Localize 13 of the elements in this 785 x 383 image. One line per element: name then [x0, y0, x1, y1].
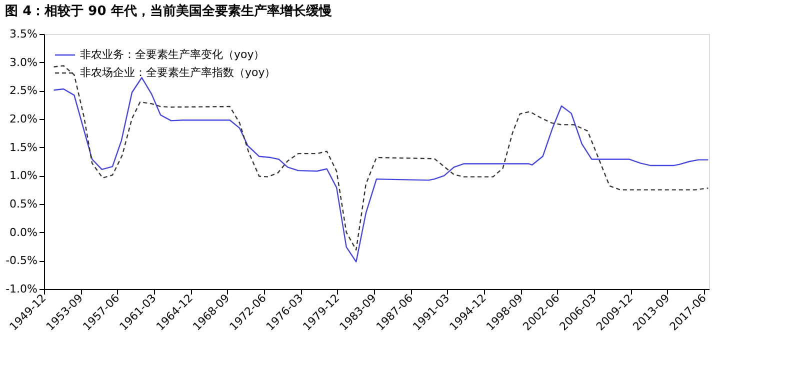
legend-label: 非农业务：全要素生产率变化（yoy）	[80, 48, 265, 61]
y-tick-label: 0.0%	[10, 226, 38, 239]
y-tick-label: 1.5%	[10, 140, 38, 154]
chart-title: 图 4：相较于 90 年代，当前美国全要素生产率增长缓慢	[5, 3, 332, 19]
y-tick-label: 0.5%	[10, 198, 38, 210]
y-tick-label: 2.0%	[10, 112, 38, 126]
y-tick-label: 3.0%	[10, 56, 38, 69]
legend-label: 非农场企业：全要素生产率指数（yoy）	[80, 66, 276, 79]
y-tick-label: -1.0%	[6, 282, 38, 296]
y-tick-label: -0.5%	[6, 254, 38, 268]
y-tick-label: 3.5%	[10, 28, 38, 40]
y-tick-label: 2.5%	[10, 84, 38, 98]
y-tick-label: 1.0%	[10, 169, 38, 182]
